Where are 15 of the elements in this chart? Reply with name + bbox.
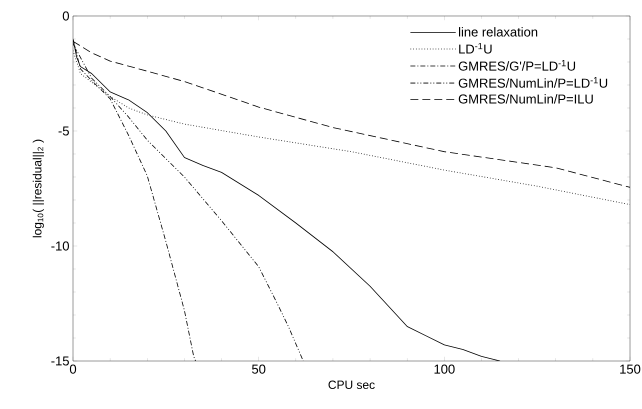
legend-label: GMRES/NumLin/P=LD$^{-1}$U	[458, 77, 608, 88]
y-tick-label: -15	[51, 356, 69, 366]
x-tick-label: 100	[434, 364, 455, 374]
x-tick-label: 150	[620, 364, 640, 374]
x-axis-title: CPU sec	[328, 380, 375, 389]
x-tick-label: 0	[70, 364, 76, 374]
y-tick-label: -10	[51, 241, 69, 251]
y-tick-label: -5	[58, 126, 69, 136]
y-axis-title: log$_{10}$( ||residual||$_{2}$ )	[32, 140, 44, 238]
y-tick-label: 0	[62, 11, 69, 21]
legend-label: LD$^{-1}$U	[459, 42, 492, 54]
legend-label: line relaxation	[459, 27, 538, 37]
x-tick-label: 50	[252, 364, 266, 374]
legend-label: GMRES/G'/P=LD$^{-1}$U	[458, 60, 576, 71]
legend-label: GMRES/NumLin/P=ILU	[458, 94, 593, 104]
